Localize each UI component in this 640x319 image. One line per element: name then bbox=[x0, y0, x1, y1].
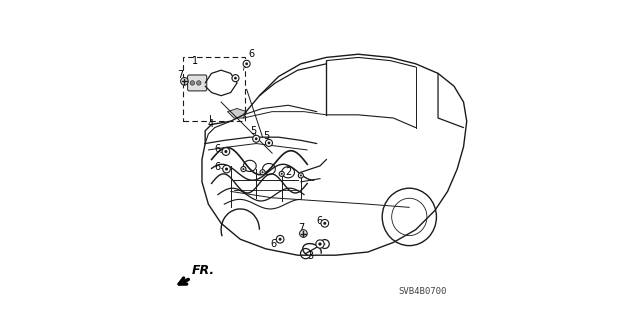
Circle shape bbox=[234, 77, 237, 79]
Text: 4: 4 bbox=[208, 119, 214, 130]
Circle shape bbox=[268, 142, 270, 144]
Circle shape bbox=[223, 165, 230, 173]
Circle shape bbox=[266, 139, 273, 146]
Circle shape bbox=[241, 167, 246, 172]
Circle shape bbox=[300, 230, 307, 237]
Circle shape bbox=[260, 170, 265, 175]
Text: FR.: FR. bbox=[192, 264, 215, 277]
Text: 7: 7 bbox=[177, 70, 184, 80]
Circle shape bbox=[225, 167, 228, 171]
Text: 5: 5 bbox=[250, 126, 257, 137]
Circle shape bbox=[245, 63, 248, 65]
Circle shape bbox=[262, 171, 264, 173]
Circle shape bbox=[318, 242, 322, 246]
Text: 7: 7 bbox=[298, 223, 305, 233]
Circle shape bbox=[190, 81, 195, 85]
Circle shape bbox=[253, 135, 260, 142]
Text: SVB4B0700: SVB4B0700 bbox=[398, 287, 446, 296]
Circle shape bbox=[232, 75, 239, 82]
Circle shape bbox=[222, 148, 230, 155]
Text: 6: 6 bbox=[214, 144, 220, 154]
Text: 5: 5 bbox=[263, 130, 269, 141]
Circle shape bbox=[300, 174, 302, 176]
Circle shape bbox=[276, 235, 284, 243]
Text: 2: 2 bbox=[285, 167, 291, 177]
Text: 1: 1 bbox=[192, 56, 198, 66]
Text: 6: 6 bbox=[215, 162, 221, 172]
Circle shape bbox=[225, 150, 227, 153]
Text: 6: 6 bbox=[316, 216, 322, 226]
Circle shape bbox=[323, 222, 326, 225]
Circle shape bbox=[255, 137, 258, 140]
Text: 6: 6 bbox=[248, 48, 254, 59]
Circle shape bbox=[196, 81, 201, 85]
Circle shape bbox=[316, 240, 324, 248]
Circle shape bbox=[243, 60, 250, 67]
Text: 6: 6 bbox=[271, 239, 277, 249]
Circle shape bbox=[279, 171, 284, 176]
Circle shape bbox=[321, 219, 328, 227]
Circle shape bbox=[243, 168, 244, 170]
Polygon shape bbox=[227, 108, 246, 118]
Circle shape bbox=[180, 78, 188, 85]
Text: 3: 3 bbox=[307, 251, 314, 262]
Circle shape bbox=[298, 173, 303, 178]
Circle shape bbox=[281, 173, 283, 175]
FancyBboxPatch shape bbox=[188, 75, 207, 91]
Circle shape bbox=[278, 238, 282, 241]
